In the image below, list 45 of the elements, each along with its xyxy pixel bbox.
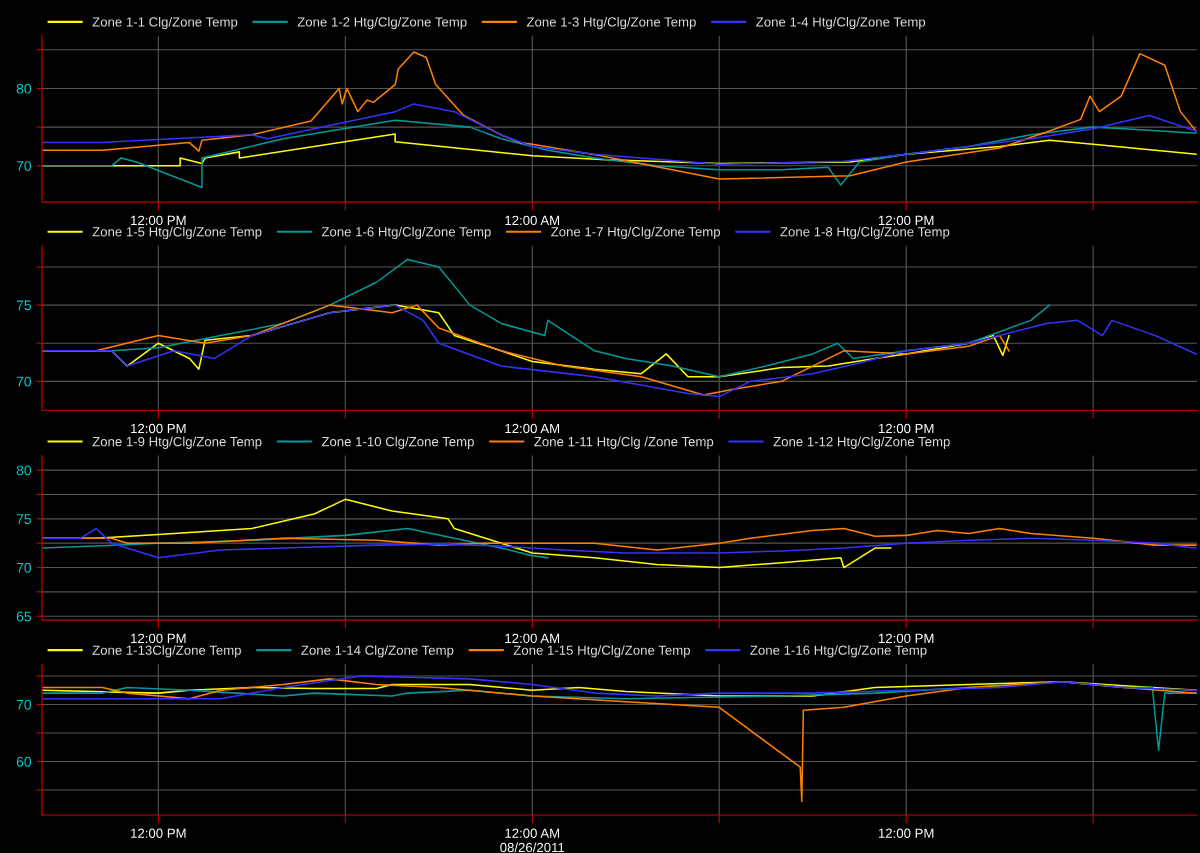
x-tick-label: 12:00 PM [878, 633, 934, 644]
y-tick-label: 80 [16, 465, 32, 476]
y-tick-label: 70 [16, 699, 32, 710]
legend-label: Zone 1-3 Htg/Clg/Zone Temp [526, 16, 696, 30]
x-tick-label: 12:00 AM [505, 215, 560, 226]
legend-label: Zone 1-8 Htg/Clg/Zone Temp [780, 226, 950, 240]
x-tick-label: 12:00 PM [878, 215, 934, 226]
legend-label: Zone 1-15 Htg/Clg/Zone Temp [513, 645, 690, 658]
x-tick-label: 12:00 AM [505, 633, 560, 644]
x-tick-label: 12:00 AM [505, 423, 560, 434]
legend-label: Zone 1-11 Htg/Clg /Zone Temp [534, 436, 714, 449]
x-tick-label: 12:00 AM 08/26/2011 [500, 828, 565, 853]
legend-label: Zone 1-7 Htg/Clg/Zone Temp [551, 226, 721, 240]
y-tick-label: 70 [16, 562, 32, 573]
y-tick-label: 80 [16, 83, 32, 94]
x-tick-label: 12:00 PM [131, 215, 186, 226]
line-series [42, 527, 1197, 559]
y-tick-label: 75 [16, 514, 31, 524]
y-tick-label: 70 [16, 376, 32, 387]
line-series [42, 103, 1197, 166]
x-tick-label: 12:00 PM [131, 423, 186, 434]
legend-label: Zone 1-13Clg/Zone Temp [92, 645, 241, 658]
legend-label: Zone 1-2 Htg/Clg/Zone Temp [297, 16, 467, 30]
legend-label: Zone 1-5 Htg/Clg/Zone Temp [92, 226, 262, 240]
line-series [42, 304, 1197, 398]
y-tick-label: 65 [16, 611, 31, 622]
legend-label: Zone 1-9 Htg/Clg/Zone Temp [92, 436, 262, 449]
legend-label: Zone 1-12 Htg/Clg/Zone Temp [773, 436, 950, 449]
legend-label: Zone 1-14 Clg/Zone Temp [301, 645, 454, 658]
legend-label: Zone 1-6 Htg/Clg/Zone Temp [321, 226, 491, 240]
line-series [42, 119, 1197, 189]
legend-label: Zone 1-10 Clg/Zone Temp [321, 436, 474, 449]
y-tick-label: 75 [16, 300, 31, 311]
line-series [42, 675, 1197, 700]
x-tick-label: 12:00 PM [131, 633, 186, 644]
y-tick-label: 60 [16, 756, 32, 767]
legend-label: Zone 1-4 Htg/Clg/Zone Temp [756, 16, 926, 30]
x-tick-label: 12:00 PM [878, 423, 934, 434]
line-series [42, 678, 1197, 803]
line-series [42, 51, 1197, 180]
legend-label: Zone 1-16 Htg/Clg/Zone Temp [750, 645, 927, 658]
x-tick-label: 12:00 PM [131, 828, 186, 838]
legend-label: Zone 1-1 Clg/Zone Temp [92, 16, 238, 30]
y-tick-label: 70 [16, 161, 32, 171]
x-tick-label: 12:00 PM [878, 828, 934, 838]
